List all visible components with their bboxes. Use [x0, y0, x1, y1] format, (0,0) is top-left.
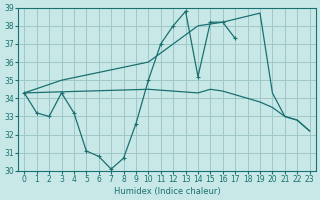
X-axis label: Humidex (Indice chaleur): Humidex (Indice chaleur): [114, 187, 220, 196]
